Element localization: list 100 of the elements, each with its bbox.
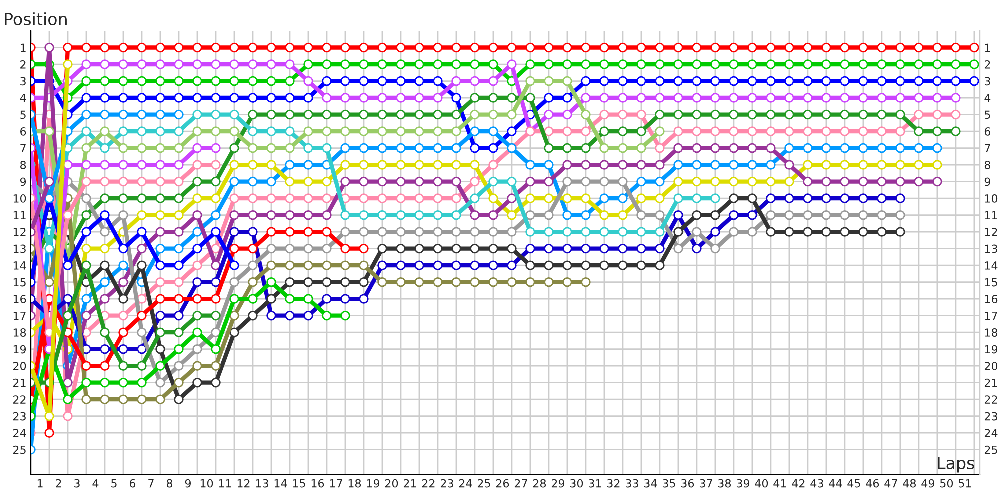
point	[211, 227, 221, 237]
point	[174, 260, 184, 270]
point	[932, 93, 942, 103]
point	[655, 60, 665, 70]
point	[414, 42, 424, 53]
point	[340, 294, 350, 304]
point	[248, 93, 258, 103]
point	[710, 93, 720, 103]
point	[452, 60, 462, 70]
point	[914, 42, 924, 53]
point	[748, 160, 758, 170]
y-tick-label: 20	[14, 362, 26, 370]
point	[211, 194, 221, 204]
point	[359, 227, 369, 237]
point	[174, 344, 184, 354]
point	[192, 294, 202, 304]
point	[230, 260, 240, 270]
point	[488, 126, 498, 136]
point	[729, 60, 739, 70]
point	[600, 42, 610, 53]
point	[877, 143, 887, 154]
point	[174, 328, 184, 338]
y2-tick-label: 7	[985, 144, 990, 153]
point	[340, 277, 350, 288]
point	[433, 126, 443, 136]
point	[378, 60, 388, 70]
point	[655, 160, 665, 170]
point	[174, 126, 184, 136]
point	[100, 210, 110, 220]
x-tick-label: 16	[312, 479, 324, 488]
point	[82, 260, 92, 270]
x-tick-label: 7	[148, 480, 154, 488]
point	[248, 210, 258, 220]
point	[266, 176, 276, 187]
point	[748, 76, 758, 86]
point	[100, 110, 110, 120]
point	[507, 210, 517, 220]
point	[359, 76, 369, 86]
y2-tick-label: 2	[984, 60, 990, 69]
point	[82, 210, 92, 220]
x-tick-label: 35	[662, 479, 676, 488]
point	[118, 344, 128, 354]
point	[544, 143, 554, 154]
point	[766, 60, 776, 70]
point	[192, 244, 202, 254]
point	[840, 126, 850, 136]
point	[230, 176, 240, 187]
point	[470, 42, 480, 53]
point	[396, 194, 406, 204]
point	[230, 244, 240, 254]
point	[192, 143, 202, 154]
point	[729, 42, 739, 53]
point	[840, 143, 850, 154]
point	[396, 143, 406, 154]
point	[674, 176, 684, 187]
point	[636, 93, 646, 103]
point	[322, 194, 332, 204]
point	[248, 76, 258, 86]
point	[488, 110, 498, 120]
point	[470, 260, 480, 270]
point	[618, 60, 628, 70]
point	[230, 227, 240, 237]
point	[230, 76, 240, 86]
point	[137, 310, 147, 321]
point	[766, 227, 776, 237]
point	[322, 60, 332, 70]
point	[636, 143, 646, 154]
point	[248, 126, 258, 136]
point	[932, 76, 942, 86]
point	[822, 110, 832, 120]
point	[655, 110, 665, 120]
point	[784, 176, 794, 187]
point	[340, 260, 350, 270]
point	[729, 176, 739, 187]
point	[285, 210, 295, 220]
point	[322, 210, 332, 220]
point	[766, 210, 776, 220]
point	[414, 143, 424, 154]
point	[378, 194, 388, 204]
point	[840, 176, 850, 187]
y-tick-label: 11	[14, 211, 26, 220]
point	[710, 60, 720, 70]
point	[414, 126, 424, 136]
point	[470, 93, 480, 103]
x-tick-label: 40	[755, 479, 768, 488]
point	[600, 176, 610, 187]
point	[266, 143, 276, 154]
point	[192, 93, 202, 103]
point	[581, 260, 591, 270]
point	[488, 93, 498, 103]
point	[858, 93, 868, 103]
point	[174, 361, 184, 371]
point	[118, 176, 128, 187]
point	[618, 227, 628, 237]
point	[526, 244, 536, 254]
point	[248, 260, 258, 270]
point	[674, 42, 684, 53]
point	[544, 194, 554, 204]
point	[784, 42, 794, 53]
point	[526, 210, 536, 220]
